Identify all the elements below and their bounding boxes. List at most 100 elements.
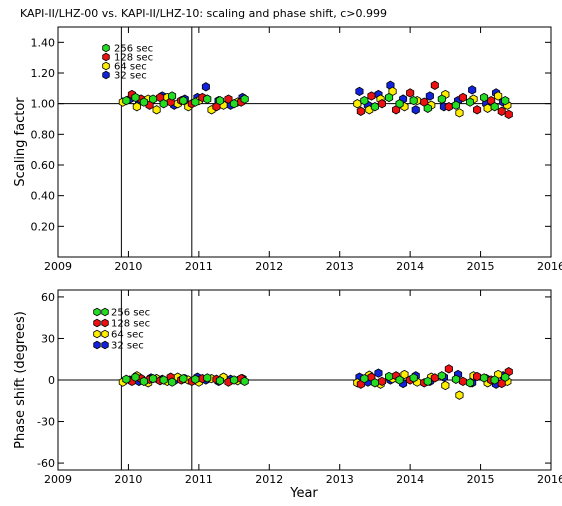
- data-point: [131, 372, 140, 382]
- data-point: [240, 94, 249, 104]
- data-point: [168, 91, 177, 101]
- legend-marker: [101, 329, 109, 339]
- data-point: [203, 94, 212, 104]
- data-point: [370, 378, 380, 388]
- data-point: [437, 371, 446, 381]
- x-tick-label: 2014: [396, 260, 424, 273]
- data-point: [191, 374, 200, 384]
- legend-marker: [102, 52, 110, 62]
- chart-title: KAPI-II/LHZ-00 vs. KAPI-II/LHZ-10: scali…: [20, 7, 387, 20]
- data-point: [191, 97, 200, 107]
- data-point: [472, 105, 482, 115]
- x-tick-label: 2011: [185, 260, 213, 273]
- legend-label: 32 sec: [114, 71, 147, 82]
- legend-marker: [102, 61, 110, 71]
- legend-marker: [101, 340, 109, 350]
- x-tick-label: 2016: [537, 260, 562, 273]
- data-point: [490, 102, 499, 112]
- data-point: [400, 369, 409, 380]
- data-point: [409, 373, 418, 383]
- plot-frame: [57, 26, 552, 258]
- data-point: [179, 373, 188, 384]
- legend-label: 256 sec: [111, 308, 150, 319]
- x-tick-label: 2011: [185, 473, 213, 486]
- data-point: [122, 374, 131, 384]
- x-tick-label: 2010: [114, 260, 142, 273]
- data-point: [430, 373, 439, 383]
- data-point: [444, 364, 453, 374]
- legend-label: 128 sec: [111, 319, 150, 330]
- y-tick-label: 60: [41, 291, 55, 304]
- y-tick-label: 0.80: [31, 128, 56, 141]
- data-point: [444, 102, 453, 112]
- data-point: [159, 375, 168, 385]
- y-tick-label: 0: [48, 374, 55, 387]
- data-point: [504, 109, 513, 120]
- data-point: [468, 85, 477, 95]
- data-point: [229, 375, 239, 385]
- data-point: [148, 94, 158, 104]
- legend-marker: [101, 318, 109, 328]
- y-axis-label: Phase shift (degrees): [13, 311, 28, 449]
- x-tick-label: 2015: [467, 260, 495, 273]
- data-point: [203, 373, 212, 383]
- data-point: [377, 99, 387, 109]
- data-point: [494, 91, 503, 101]
- data-point: [395, 99, 404, 109]
- data-point: [480, 373, 489, 383]
- data-point: [152, 105, 161, 115]
- y-tick-label: 1.40: [31, 36, 56, 49]
- data-point: [406, 88, 415, 98]
- data-point: [472, 371, 482, 382]
- y-tick-label: 30: [41, 332, 55, 345]
- data-point: [356, 106, 365, 116]
- data-point: [240, 376, 249, 387]
- y-axis-label: Scaling factor: [13, 97, 28, 187]
- y-tick-label: 0.40: [31, 190, 56, 203]
- legend-marker: [93, 318, 101, 328]
- y-tick-label: 0.60: [31, 159, 56, 172]
- data-point: [501, 372, 510, 382]
- x-tick-label: 2015: [467, 473, 495, 486]
- data-point: [409, 95, 418, 106]
- legend-label: 128 sec: [114, 53, 153, 64]
- data-point: [229, 99, 239, 109]
- x-tick-label: 2010: [114, 473, 142, 486]
- data-point: [430, 80, 439, 90]
- data-point: [497, 106, 506, 116]
- data-point: [179, 95, 188, 106]
- legend-marker: [93, 307, 101, 317]
- legend-label: 32 sec: [111, 341, 144, 352]
- x-tick-label: 2013: [326, 473, 354, 486]
- data-point: [455, 108, 464, 118]
- data-point: [122, 95, 131, 106]
- data-point: [159, 99, 168, 109]
- data-point: [480, 92, 489, 103]
- data-point: [139, 376, 149, 387]
- x-tick-label: 2012: [255, 260, 283, 273]
- legend-marker: [101, 307, 109, 317]
- y-tick-label: -60: [37, 457, 55, 470]
- legend-marker: [93, 340, 101, 350]
- legend-marker: [93, 329, 101, 339]
- data-point: [168, 377, 177, 387]
- x-tick-label: 2009: [44, 473, 72, 486]
- data-point: [458, 376, 468, 387]
- data-point: [437, 94, 446, 104]
- data-point: [353, 99, 362, 109]
- data-point: [451, 374, 461, 384]
- legend-label: 64 sec: [114, 62, 147, 73]
- data-point: [370, 102, 380, 112]
- x-tick-label: 2014: [396, 473, 424, 486]
- data-point: [384, 92, 394, 103]
- x-tick-label: 2013: [326, 260, 354, 273]
- legend-marker: [102, 43, 110, 53]
- data-point: [458, 92, 468, 103]
- data-point: [423, 103, 432, 113]
- data-point: [465, 97, 475, 107]
- x-tick-label: 2012: [255, 473, 283, 486]
- x-axis-label: Year: [289, 486, 318, 501]
- x-tick-label: 2016: [537, 473, 562, 486]
- data-point: [367, 91, 376, 101]
